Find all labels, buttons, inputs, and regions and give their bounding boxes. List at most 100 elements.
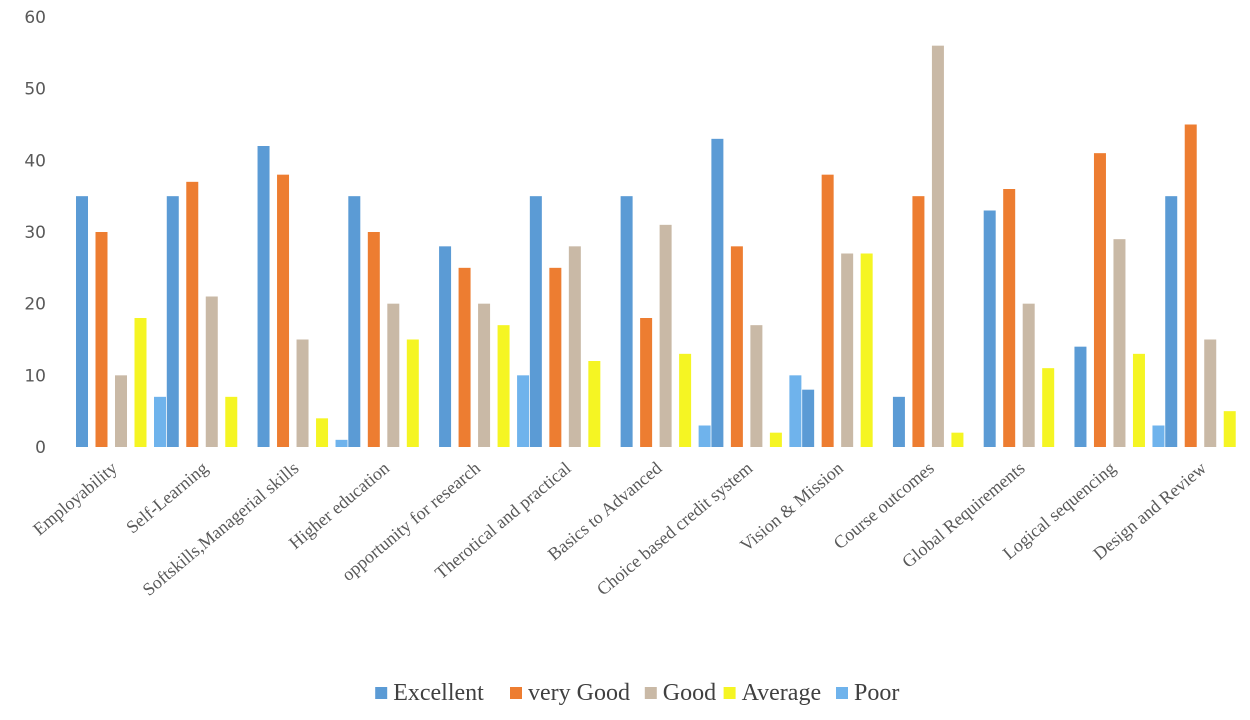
bar-very-good <box>95 232 108 447</box>
bar-good <box>568 246 581 447</box>
legend-swatch <box>510 687 522 699</box>
legend-swatch <box>644 687 657 699</box>
legend-label: Poor <box>854 680 899 706</box>
bar-very-good <box>186 181 199 448</box>
bar-good <box>296 339 309 447</box>
bar-excellent <box>1074 346 1087 447</box>
y-tick-label: 60 <box>24 8 46 28</box>
bar-group <box>1074 153 1165 447</box>
y-axis: 0 10 20 30 40 50 60 <box>24 8 46 458</box>
bar-excellent <box>76 196 88 447</box>
bar-group <box>711 138 802 448</box>
bar-good <box>1113 239 1126 447</box>
x-tick-label: Self-Learning <box>122 458 211 538</box>
x-tick-label: Softskills,Managerial skills <box>139 458 303 600</box>
bar-excellent <box>892 396 905 447</box>
bar-average <box>497 325 510 447</box>
bar-good <box>205 296 218 447</box>
bar-group <box>620 196 711 447</box>
bar-good <box>1022 303 1035 447</box>
legend-swatch <box>723 687 736 699</box>
legend-swatch <box>836 687 848 699</box>
legend-item: very Good <box>510 680 630 706</box>
bar-average <box>588 361 601 447</box>
bar-average <box>225 396 238 447</box>
bar-good <box>1204 339 1217 447</box>
bar-average <box>769 432 782 447</box>
bar-very-good <box>367 232 380 447</box>
bar-average <box>316 418 329 447</box>
legend: Excellent very Good Good Average Poor <box>375 680 899 706</box>
bar-average <box>951 432 964 447</box>
bar-excellent <box>166 196 179 447</box>
legend-swatch <box>375 687 388 699</box>
bar-very-good <box>821 174 834 447</box>
x-tick-label: Employability <box>29 458 121 540</box>
bar-very-good <box>458 267 471 447</box>
bar-average <box>134 318 147 447</box>
legend-label: Excellent <box>393 680 484 706</box>
bar-group <box>983 189 1055 447</box>
bar-group <box>892 45 964 448</box>
bar-average <box>1042 368 1055 447</box>
legend-label: Average <box>742 680 822 706</box>
bar-group <box>348 196 419 447</box>
bar-poor <box>517 375 530 447</box>
bar-average <box>1223 411 1236 447</box>
bar-very-good <box>1003 189 1016 447</box>
bar-average <box>1132 353 1145 447</box>
bar-group <box>1165 124 1236 447</box>
bar-poor <box>335 439 348 447</box>
bar-very-good <box>730 246 743 447</box>
bar-very-good <box>549 267 562 447</box>
legend-item: Excellent <box>375 680 484 706</box>
bar-group <box>166 181 238 448</box>
bar-good <box>478 303 491 447</box>
bar-very-good <box>277 174 290 447</box>
bar-excellent <box>348 196 361 447</box>
x-tick-label: Choice based credit system <box>593 458 756 600</box>
bar-excellent <box>529 196 542 447</box>
bar-poor <box>789 375 802 447</box>
bar-good <box>659 224 672 447</box>
bar-very-good <box>1093 153 1106 447</box>
legend-label: Good <box>663 680 716 706</box>
legend-item: Poor <box>836 680 899 706</box>
y-tick-label: 20 <box>24 295 46 315</box>
bar-group <box>76 196 166 447</box>
bar-very-good <box>912 196 925 447</box>
bar-very-good <box>640 318 653 447</box>
bar-excellent <box>1165 196 1178 447</box>
y-tick-label: 0 <box>35 438 46 458</box>
bar-poor <box>698 425 711 447</box>
bar-excellent <box>802 389 815 447</box>
y-tick-label: 50 <box>24 80 46 100</box>
bar-poor <box>154 396 166 447</box>
bar-excellent <box>711 138 724 448</box>
bar-group <box>802 174 873 447</box>
bar-poor <box>1152 425 1165 447</box>
bar-very-good <box>1184 124 1197 447</box>
bar-excellent <box>983 210 996 447</box>
bar-group <box>257 146 348 447</box>
x-axis: Employability Self-LearningSoftskills,Man… <box>29 458 1210 600</box>
bars <box>76 45 1236 448</box>
bar-good <box>750 325 763 447</box>
legend-item: Good <box>644 680 716 706</box>
bar-average <box>860 253 873 447</box>
bar-group <box>439 246 530 447</box>
y-tick-label: 30 <box>24 223 46 243</box>
bar-excellent <box>439 246 452 447</box>
bar-excellent <box>257 146 270 447</box>
bar-good <box>931 45 944 448</box>
y-tick-label: 10 <box>24 366 46 386</box>
bar-excellent <box>620 196 633 447</box>
bar-average <box>406 339 419 447</box>
bar-good <box>115 375 127 447</box>
bar-group <box>529 196 601 447</box>
bar-average <box>679 353 692 447</box>
bar-good <box>841 253 854 447</box>
bar-good <box>387 303 400 447</box>
